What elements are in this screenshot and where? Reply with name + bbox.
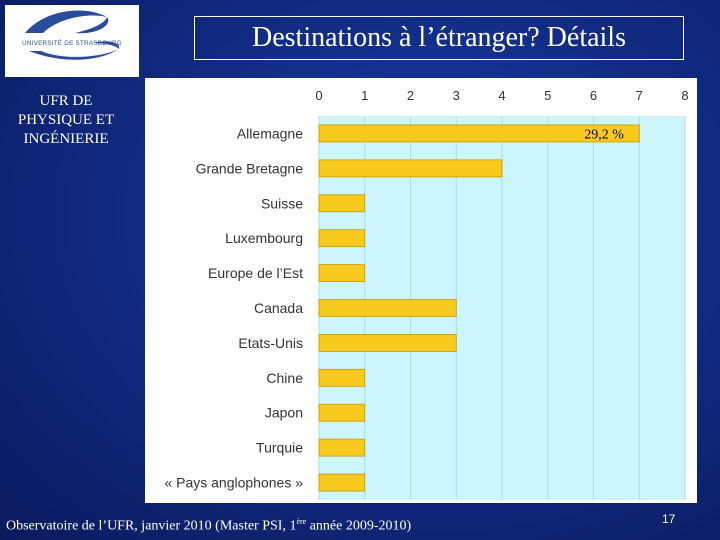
x-tick-label: 1	[361, 88, 368, 103]
bar-chart: 0 1 2 3 4 5 6 7 8 Allemagne Grande Bretagne Suisse L…	[164, 88, 689, 500]
bar	[318, 403, 366, 422]
category-label: Luxembourg	[225, 230, 303, 246]
bar-annotation-label: 29,2 %	[584, 127, 624, 142]
bar	[318, 334, 457, 352]
bar	[318, 438, 366, 457]
bar	[318, 264, 366, 282]
x-tick-label: 7	[636, 88, 643, 103]
bar	[318, 473, 366, 492]
category-label: Europe de l’Est	[208, 265, 303, 281]
category-label: Suisse	[261, 195, 303, 211]
logo-swoosh-icon: UNIVERSITÉ DE STRASBOURG	[22, 10, 122, 60]
footer-superscript: ère	[296, 517, 307, 526]
bar	[318, 299, 457, 317]
x-tick-label: 8	[681, 88, 688, 103]
x-tick-label: 4	[498, 88, 505, 103]
category-label: Allemagne	[237, 125, 303, 141]
bar	[318, 229, 366, 248]
category-label: Grande Bretagne	[196, 160, 304, 176]
logo-text: UNIVERSITÉ DE STRASBOURG	[22, 40, 122, 47]
footer-text: Observatoire de l’UFR, janvier 2010 (Mas…	[6, 518, 297, 534]
category-label: Canada	[254, 300, 303, 316]
bar	[318, 124, 640, 143]
footer-text-end: année 2009-2010)	[306, 518, 412, 534]
bar	[318, 194, 366, 213]
page-number: 17	[662, 512, 676, 526]
x-tick-label: 2	[407, 88, 414, 103]
chart-panel: 0 1 2 3 4 5 6 7 8 Allemagne Grande Bretagne Suisse L…	[145, 78, 697, 503]
category-label: « Pays anglophones »	[164, 475, 303, 491]
category-label: Japon	[265, 405, 303, 421]
department-label-line: UFR DE	[39, 93, 93, 109]
x-tick-label: 0	[315, 88, 322, 103]
department-label-line: INGÉNIERIE	[23, 131, 109, 147]
x-tick-label: 3	[453, 88, 460, 103]
bar	[318, 368, 366, 387]
department-label: UFR DE PHYSIQUE ET INGÉNIERIE	[0, 92, 132, 149]
x-tick-label: 6	[590, 88, 597, 103]
footer-source: Observatoire de l’UFR, janvier 2010 (Mas…	[6, 517, 411, 535]
category-label: Etats-Unis	[238, 335, 303, 351]
category-label: Turquie	[256, 440, 303, 456]
slide-title: Destinations à l’étranger? Détails	[194, 16, 684, 60]
department-label-line: PHYSIQUE ET	[17, 112, 115, 128]
category-label: Chine	[266, 370, 303, 386]
x-tick-label: 5	[544, 88, 551, 103]
university-logo: UNIVERSITÉ DE STRASBOURG	[5, 5, 139, 77]
bar	[318, 159, 503, 178]
